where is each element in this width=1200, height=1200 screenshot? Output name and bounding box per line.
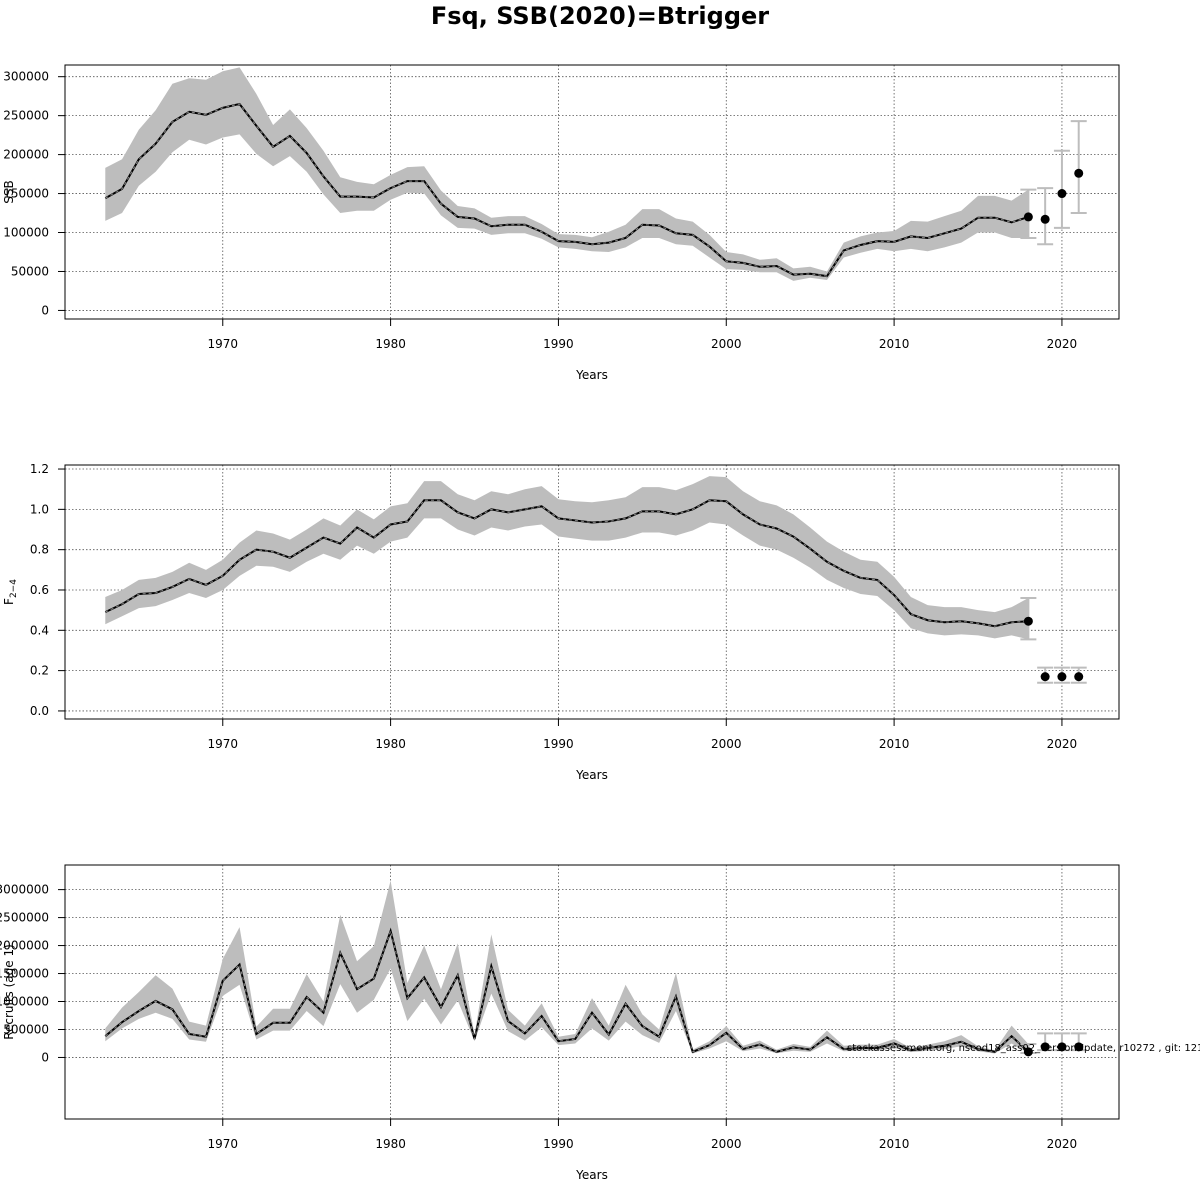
estimate-line (104, 102, 1029, 278)
plot-frame (64, 464, 1120, 720)
y-tick-label: 0.2 (30, 664, 49, 678)
y-tick-label: 0.0 (30, 704, 49, 718)
x-tick-label: 2020 (1047, 337, 1078, 351)
y-tick-label: 2500000 (0, 911, 49, 925)
x-tick-label: 1990 (543, 737, 574, 751)
x-tick-label: 1970 (207, 337, 238, 351)
forecast-point (1057, 189, 1067, 199)
x-axis-label: Years (575, 1168, 608, 1182)
y-tick-label: 1.0 (30, 502, 49, 516)
x-tick-label: 1990 (543, 1137, 574, 1151)
x-tick-label: 2010 (879, 737, 910, 751)
y-tick-label: 150000 (3, 187, 49, 201)
estimate-line-dashes (104, 929, 1029, 1053)
footnote: stockassessment.org, nscod18_ass02_versi… (847, 1043, 1200, 1054)
y-tick-label: 1000000 (0, 995, 49, 1009)
forecast-point (1023, 616, 1033, 626)
x-tick-label: 1980 (375, 737, 406, 751)
y-tick-label: 200000 (3, 148, 49, 162)
forecast-point (1040, 1042, 1050, 1052)
y-axis-label-subscript: 2−4 (9, 579, 19, 598)
y-tick-label: 1.2 (30, 462, 49, 476)
y-tick-label: 0.8 (30, 543, 49, 557)
x-tick-label: 2010 (879, 337, 910, 351)
forecast-point (1023, 212, 1033, 222)
chart-panel-3: 1970 1980 1990 2000 2010 2020 0 500000 1000000 15… (0, 864, 1120, 1182)
plot-frame (64, 64, 1120, 320)
forecast-point (1074, 672, 1084, 682)
forecast-point (1023, 1047, 1033, 1057)
x-tick-label: 2020 (1047, 737, 1078, 751)
forecast-point (1074, 168, 1084, 178)
y-tick-label: 0.6 (30, 583, 49, 597)
y-axis-label: F2−4 (2, 579, 19, 605)
x-tick-label: 2000 (711, 737, 742, 751)
chart-title: Fsq, SSB(2020)=Btrigger (431, 2, 769, 30)
x-axis-label: Years (575, 368, 608, 382)
x-tick-label: 2010 (879, 1137, 910, 1151)
confidence-band (105, 67, 1029, 281)
y-tick-label: 2000000 (0, 939, 49, 953)
x-tick-label: 2000 (711, 337, 742, 351)
chart-panel-1: 1970 1980 1990 2000 2010 2020 0 50000 100000 1500… (2, 64, 1120, 382)
y-tick-label: 100000 (3, 226, 49, 240)
y-tick-label: 0 (41, 303, 49, 317)
y-tick-label: 500000 (3, 1022, 49, 1036)
x-tick-label: 2020 (1047, 1137, 1078, 1151)
y-axis-label: Recruits (age 1) (2, 944, 16, 1040)
x-tick-label: 1980 (375, 1137, 406, 1151)
y-tick-label: 300000 (3, 70, 49, 84)
x-tick-label: 1980 (375, 337, 406, 351)
y-tick-label: 0 (41, 1050, 49, 1064)
y-tick-label: 1500000 (0, 967, 49, 981)
forecast-point (1040, 672, 1050, 682)
y-tick-label: 250000 (3, 109, 49, 123)
y-tick-label: 0.4 (30, 623, 49, 637)
x-tick-label: 2000 (711, 1137, 742, 1151)
chart-panel-2: 1970 1980 1990 2000 2010 2020 0.0 0.2 0.4 0.6 0.8 1… (2, 462, 1120, 782)
forecast-point (1057, 1042, 1067, 1052)
plot-frame (64, 864, 1120, 1120)
y-tick-label: 3000000 (0, 883, 49, 897)
x-axis-label: Years (575, 768, 608, 782)
y-axis-label: SSB (2, 180, 16, 203)
x-tick-label: 1990 (543, 337, 574, 351)
forecast-point (1057, 672, 1067, 682)
y-tick-label: 50000 (11, 264, 49, 278)
estimate-line-dashes (105, 499, 1029, 627)
confidence-band (105, 880, 1029, 1054)
forecast-point (1074, 1042, 1084, 1052)
x-tick-label: 1970 (207, 1137, 238, 1151)
x-tick-label: 1970 (207, 737, 238, 751)
forecast-point (1040, 214, 1050, 224)
